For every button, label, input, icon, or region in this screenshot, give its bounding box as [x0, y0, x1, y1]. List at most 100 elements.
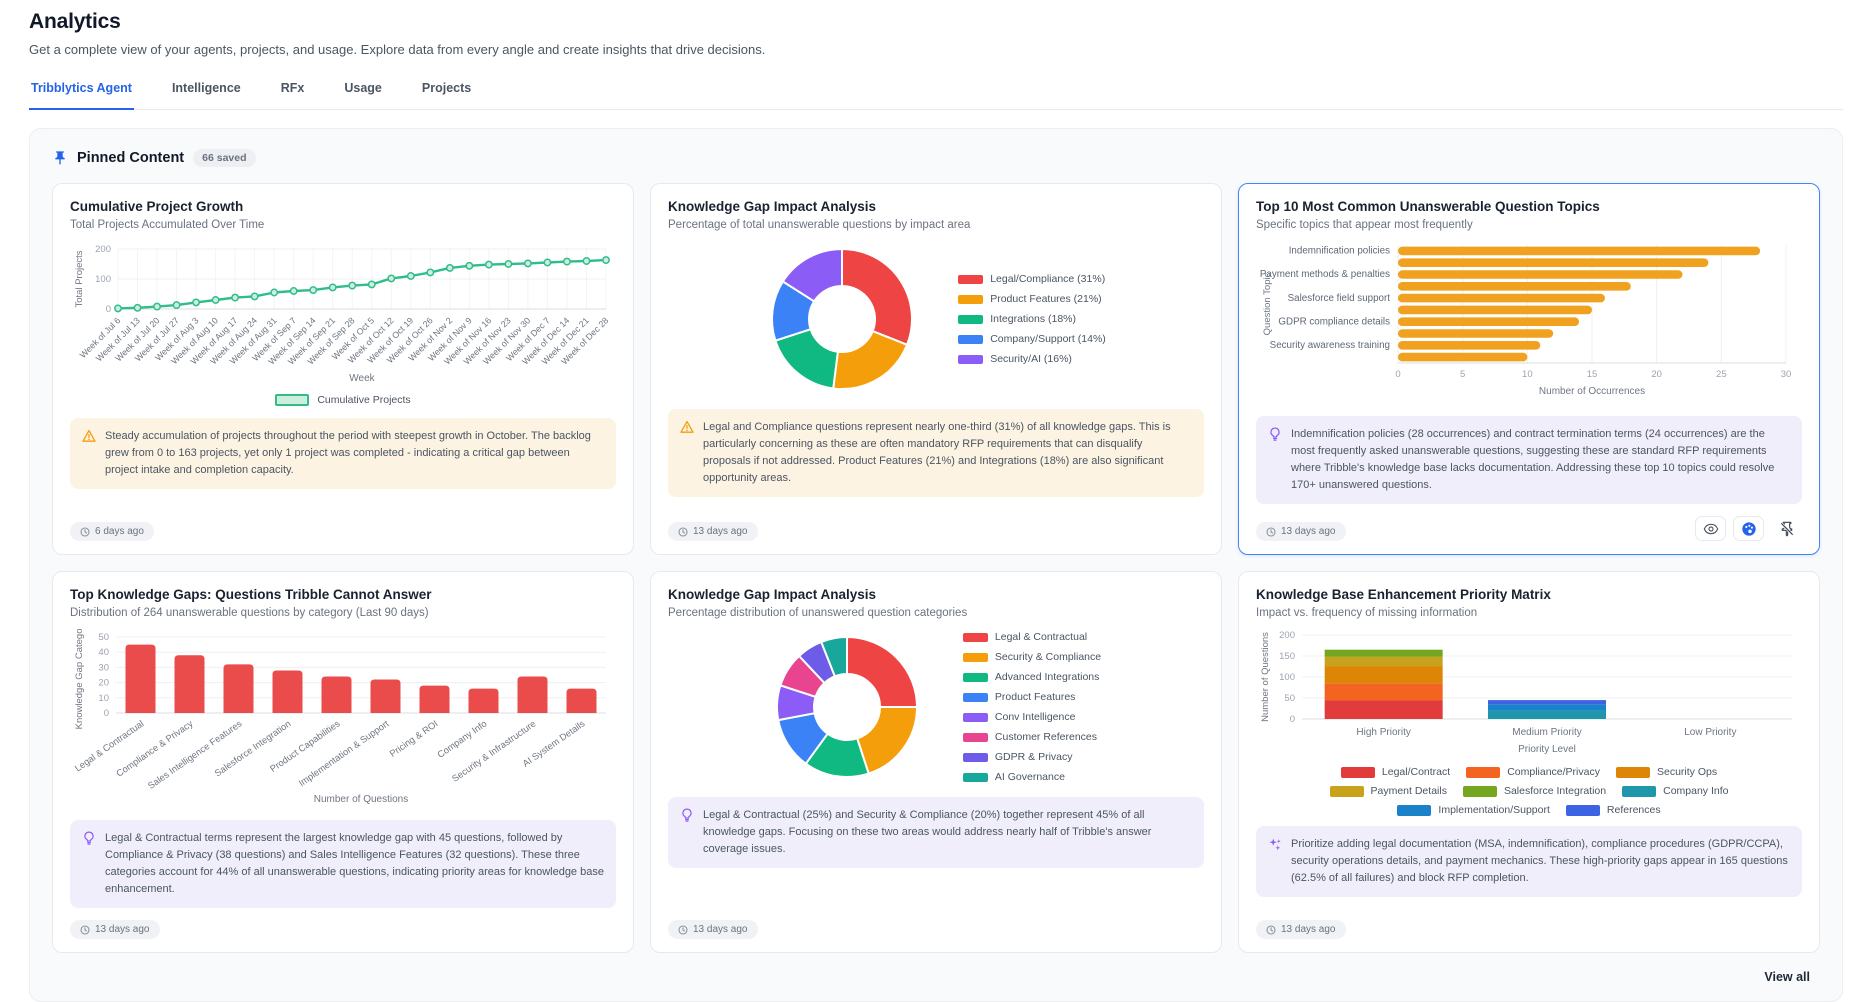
clock-icon: [80, 527, 90, 537]
insight-text: Legal and Compliance questions represent…: [703, 421, 1171, 485]
legend-item: References: [1565, 804, 1661, 816]
pinned-card[interactable]: Knowledge Gap Impact Analysis Percentage …: [650, 183, 1222, 556]
insight-text: Indemnification policies (28 occurrences…: [1291, 428, 1775, 492]
legend-swatch: [962, 632, 988, 642]
legend-swatch: [958, 274, 984, 284]
card-chart: 0 100 200 Week of Jul 6 Week of Jul 13 Week o…: [70, 241, 616, 410]
pinned-card[interactable]: Knowledge Base Enhancement Priority Matr…: [1238, 571, 1820, 954]
card-subtitle: Percentage of total unanswerable questio…: [668, 219, 971, 231]
svg-text:50: 50: [98, 632, 109, 643]
legend-label: Payment Details: [1370, 785, 1447, 798]
tab-intelligence[interactable]: Intelligence: [171, 81, 241, 95]
svg-text:Number of Questions: Number of Questions: [1260, 632, 1271, 722]
svg-text:20: 20: [1651, 369, 1662, 380]
legend-swatch: [958, 294, 984, 304]
card-chart: Legal & Contractual Security & Compliance…: [668, 629, 1204, 789]
svg-text:200: 200: [95, 244, 111, 255]
svg-text:0: 0: [106, 304, 111, 315]
svg-text:20: 20: [98, 678, 109, 689]
legend-swatch: [958, 314, 984, 324]
legend-swatch: [962, 752, 988, 762]
legend-item: Security/AI (16%): [958, 353, 1106, 365]
legend-item: Product Features (21%): [958, 293, 1106, 305]
legend-item: Security & Compliance: [962, 651, 1101, 663]
timestamp-badge: 13 days ago: [668, 522, 758, 542]
card-title: Cumulative Project Growth: [70, 199, 244, 214]
legend-label: Integrations (18%): [990, 313, 1077, 325]
legend-swatch: [962, 772, 988, 782]
tab-usage[interactable]: Usage: [344, 81, 382, 95]
clock-icon: [80, 925, 90, 935]
legend-label: Customer References: [994, 731, 1098, 744]
timestamp-text: 13 days ago: [693, 526, 748, 538]
legend-item: Legal/Compliance (31%): [958, 273, 1106, 285]
legend-swatch: [962, 672, 988, 682]
hbar-chart: 0 5 10 15 20 25 30 Indemnification policies Paym…: [1260, 245, 1791, 397]
card-chart: 0 5 10 15 20 25 30 Indemnification policies Paym…: [1256, 241, 1802, 408]
insight-box: Indemnification policies (28 occurrences…: [1256, 416, 1802, 505]
svg-text:150: 150: [1279, 651, 1295, 662]
insight-box: Prioritize adding legal documentation (M…: [1256, 826, 1802, 898]
tab-projects[interactable]: Projects: [421, 81, 472, 95]
card-subtitle: Percentage distribution of unanswered qu…: [668, 607, 968, 620]
pinned-card[interactable]: Cumulative Project Growth Total Projects …: [52, 183, 634, 556]
eye-button[interactable]: [1695, 516, 1726, 542]
card-chart: 0 50 100 150 200 High Priority Medium Priority…: [1256, 629, 1802, 818]
svg-text:Priority Level: Priority Level: [1518, 744, 1576, 755]
svg-text:100: 100: [1279, 672, 1295, 683]
pinned-title: Pinned Content: [77, 150, 185, 166]
svg-text:Payment methods & penalties: Payment methods & penalties: [1260, 269, 1390, 280]
legend-label: AI Governance: [994, 771, 1065, 784]
legend-label: Security/AI (16%): [990, 353, 1072, 365]
palette-button[interactable]: [1733, 516, 1764, 542]
legend-item: Integrations (18%): [958, 313, 1106, 325]
tab-rfx[interactable]: RFx: [280, 81, 305, 95]
svg-text:Indemnification policies: Indemnification policies: [1289, 246, 1390, 257]
pin-icon: [52, 150, 68, 166]
card-actions: [1695, 516, 1802, 542]
insight-text: Prioritize adding legal documentation (M…: [1291, 838, 1788, 885]
pinned-card[interactable]: Top 10 Most Common Unanswerable Question…: [1238, 183, 1820, 556]
timestamp-text: 13 days ago: [1281, 924, 1336, 936]
pinned-header: Pinned Content 66 saved: [52, 149, 1820, 167]
pinned-card[interactable]: Top Knowledge Gaps: Questions Tribble Ca…: [52, 571, 634, 954]
insight-box: Legal & Contractual (25%) and Security &…: [668, 797, 1204, 869]
pinned-card[interactable]: Knowledge Gap Impact Analysis Percentage …: [650, 571, 1222, 954]
svg-text:High Priority: High Priority: [1356, 727, 1410, 738]
svg-text:10: 10: [98, 693, 109, 704]
legend-label: Compliance/Privacy: [1507, 766, 1600, 779]
svg-text:GDPR compliance details: GDPR compliance details: [1278, 316, 1390, 327]
card-title: Knowledge Gap Impact Analysis: [668, 587, 877, 603]
card-title: Knowledge Base Enhancement Priority Matr…: [1256, 587, 1551, 603]
clock-icon: [678, 527, 688, 537]
card-subtitle: Impact vs. frequency of missing informat…: [1256, 607, 1478, 620]
chart-legend: Legal/Contract Compliance/Privacy Security…: [1294, 766, 1764, 816]
svg-text:Knowledge Gap Category: Knowledge Gap Category: [74, 629, 85, 729]
svg-text:Salesforce field support: Salesforce field support: [1288, 293, 1391, 304]
timestamp-badge: 13 days ago: [1256, 522, 1346, 542]
svg-text:Security & Infrastructure: Security & Infrastructure: [450, 719, 537, 784]
insight-box: Legal & Contractual terms represent the …: [70, 820, 616, 909]
legend-item: Salesforce Integration: [1462, 785, 1606, 797]
legend-label: Product Features (21%): [990, 293, 1102, 305]
svg-text:30: 30: [98, 663, 109, 674]
svg-text:Sales Intelligence Features: Sales Intelligence Features: [146, 718, 244, 791]
svg-text:Implementation & Support: Implementation & Support: [297, 718, 391, 788]
svg-text:Total Projects: Total Projects: [74, 250, 85, 307]
tab-tribblytics-agent[interactable]: Tribblytics Agent: [29, 75, 134, 110]
stacked-bar-chart: 0 50 100 150 200 High Priority Medium Priority…: [1260, 630, 1792, 755]
legend-item: Security Ops: [1615, 766, 1717, 778]
svg-text:Number of Occurrences: Number of Occurrences: [1539, 386, 1645, 397]
clock-icon: [678, 925, 688, 935]
unpin-icon: [1779, 521, 1795, 537]
card-subtitle: Total Projects Accumulated Over Time: [70, 219, 265, 231]
unpin-button[interactable]: [1771, 516, 1802, 542]
palette-icon: [1741, 521, 1757, 537]
view-all-button[interactable]: View all: [1758, 969, 1816, 985]
legend-swatch: [1622, 785, 1657, 797]
legend-item: Advanced Integrations: [962, 671, 1101, 683]
legend-item: GDPR & Privacy: [962, 751, 1101, 763]
